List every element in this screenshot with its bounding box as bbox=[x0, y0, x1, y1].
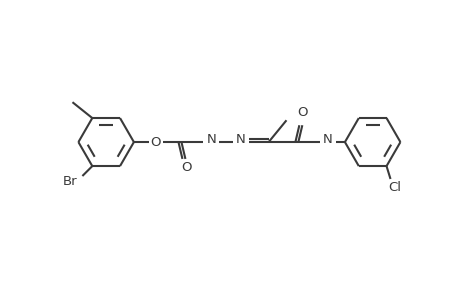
Text: N: N bbox=[323, 133, 332, 146]
Text: N: N bbox=[206, 133, 216, 146]
Text: O: O bbox=[181, 161, 191, 174]
Text: O: O bbox=[297, 106, 307, 119]
Text: N: N bbox=[235, 133, 245, 146]
Text: Br: Br bbox=[63, 176, 78, 188]
Text: Cl: Cl bbox=[387, 182, 400, 194]
Text: O: O bbox=[150, 136, 161, 148]
